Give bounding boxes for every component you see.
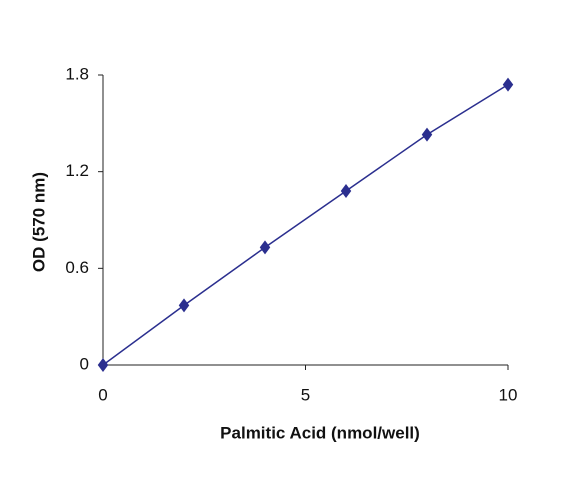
marker: [259, 240, 271, 255]
x-tick-label: 0: [98, 385, 107, 404]
marker: [340, 184, 352, 198]
y-tick-label: 1.8: [65, 64, 89, 83]
x-axis-title: Palmitic Acid (nmol/well): [220, 423, 420, 442]
marker: [178, 298, 190, 313]
marker: [421, 127, 433, 142]
y-tick-label: 0.6: [65, 258, 89, 277]
marker: [502, 77, 514, 92]
y-tick-label: 0: [80, 354, 89, 373]
y-axis-title: OD (570 nm): [29, 172, 48, 272]
y-tick-label: 1.2: [65, 161, 89, 180]
x-tick-label: 10: [499, 385, 518, 404]
x-tick-label: 5: [301, 385, 310, 404]
line: [102, 84, 509, 366]
marker: [97, 358, 109, 372]
